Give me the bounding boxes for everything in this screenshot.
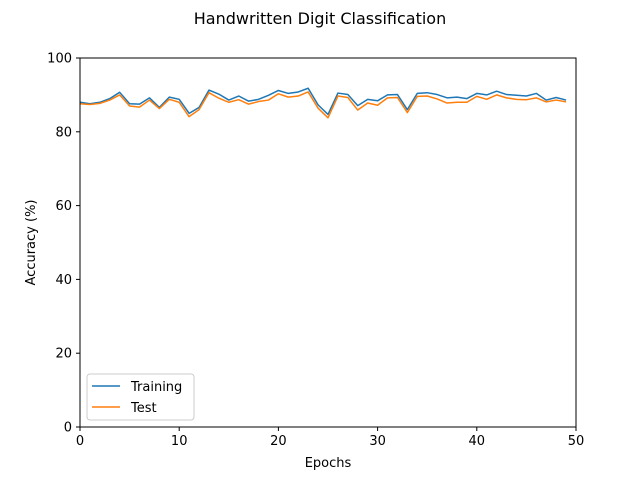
x-axis-label: Epochs xyxy=(305,456,352,471)
x-tick-label: 30 xyxy=(369,434,386,449)
legend-label-training: Training xyxy=(130,380,182,395)
x-tick-label: 40 xyxy=(469,434,486,449)
x-tick-label: 10 xyxy=(171,434,188,449)
legend: Training Test xyxy=(86,373,195,421)
series-line-test xyxy=(79,91,567,119)
x-axis: 0 10 20 30 40 50 xyxy=(76,427,584,449)
x-tick-label: 20 xyxy=(270,434,287,449)
y-tick-label: 60 xyxy=(55,199,72,214)
series-line-training xyxy=(79,87,567,116)
chart-title: Handwritten Digit Classification xyxy=(194,9,446,28)
y-tick-label: 40 xyxy=(55,273,72,288)
y-axis-label: Accuracy (%) xyxy=(24,200,39,286)
plot-frame xyxy=(79,57,577,428)
legend-label-test: Test xyxy=(130,401,157,416)
y-axis: 0 20 40 60 80 100 xyxy=(47,52,80,436)
x-tick-label: 0 xyxy=(76,434,84,449)
plot-lines xyxy=(79,87,567,119)
y-tick-label: 0 xyxy=(64,421,72,436)
y-tick-label: 80 xyxy=(55,125,72,140)
y-tick-label: 100 xyxy=(47,52,72,67)
y-tick-label: 20 xyxy=(55,347,72,362)
x-tick-label: 50 xyxy=(568,434,585,449)
